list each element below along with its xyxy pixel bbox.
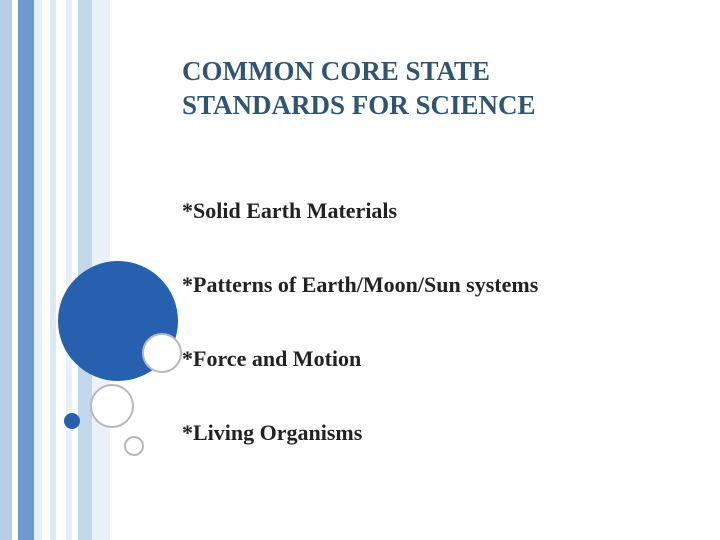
circle-1 <box>142 333 182 373</box>
bullet-3: *Living Organisms <box>182 420 362 446</box>
stripe-3 <box>34 0 42 540</box>
stripe-4 <box>42 0 50 540</box>
circle-3 <box>64 413 80 429</box>
stripe-6 <box>56 0 66 540</box>
stripe-0 <box>0 0 12 540</box>
bullet-0: *Solid Earth Materials <box>182 198 397 224</box>
bullet-1: *Patterns of Earth/Moon/Sun systems <box>182 272 538 298</box>
bullet-2: *Force and Motion <box>182 346 361 372</box>
stripe-2 <box>18 0 34 540</box>
circle-4 <box>124 436 144 456</box>
circle-2 <box>90 384 134 428</box>
slide-title: COMMON CORE STATE STANDARDS FOR SCIENCE <box>182 55 536 123</box>
